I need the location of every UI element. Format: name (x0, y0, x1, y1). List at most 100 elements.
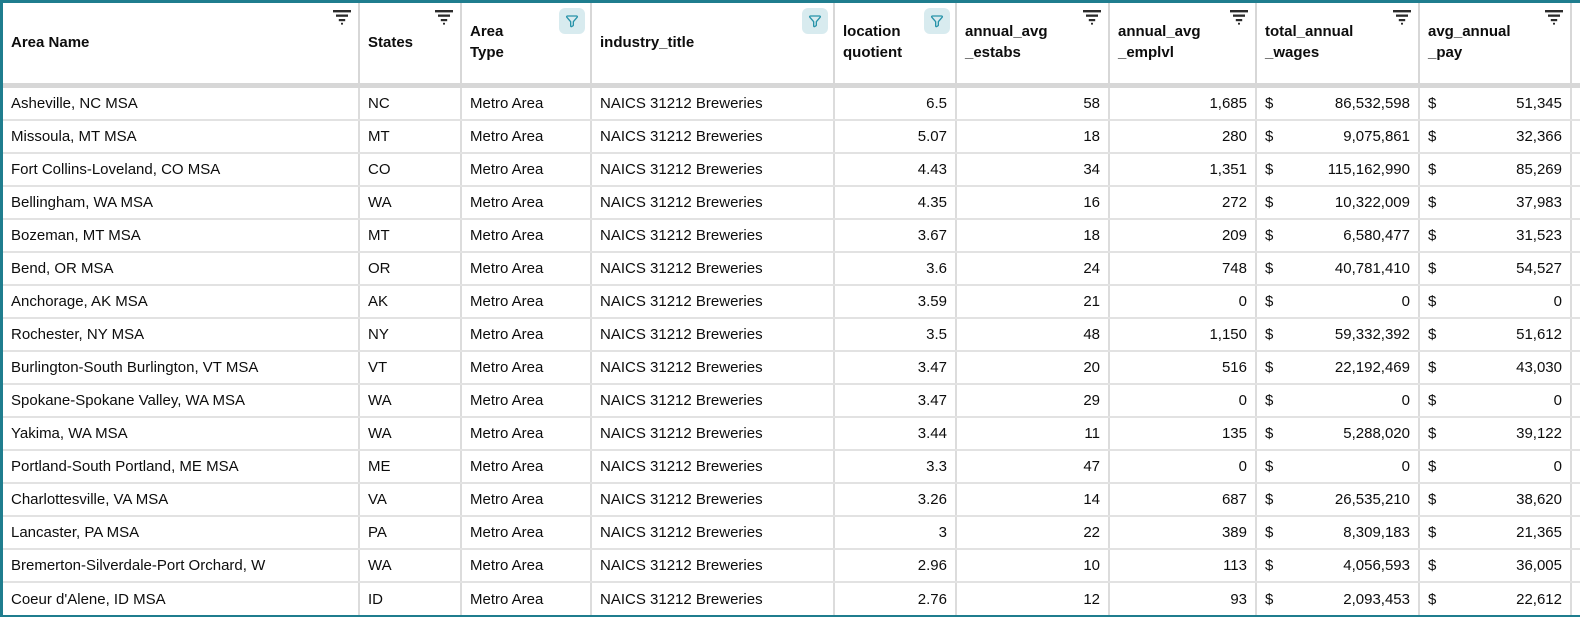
cell-industry-title[interactable]: NAICS 31212 Breweries (592, 451, 835, 482)
cell-location-quotient[interactable]: 5.07 (835, 121, 957, 152)
cell-area-type[interactable]: Metro Area (462, 583, 592, 615)
cell-annual-avg-estabs[interactable]: 58 (957, 88, 1110, 119)
filter-lines-icon[interactable] (1543, 8, 1565, 26)
cell-total-annual-wages[interactable]: $115,162,990 (1257, 154, 1420, 185)
cell-location-quotient[interactable]: 3.3 (835, 451, 957, 482)
cell-avg-annual-pay[interactable]: $38,620 (1420, 484, 1572, 515)
cell-location-quotient[interactable]: 3.47 (835, 352, 957, 383)
cell-total-annual-wages[interactable]: $59,332,392 (1257, 319, 1420, 350)
cell-annual-avg-emplvl[interactable]: 516 (1110, 352, 1257, 383)
cell-annual-avg-estabs[interactable]: 18 (957, 220, 1110, 251)
cell-area-name[interactable]: Rochester, NY MSA (3, 319, 360, 350)
cell-annual-avg-estabs[interactable]: 16 (957, 187, 1110, 218)
cell-total-annual-wages[interactable]: $9,075,861 (1257, 121, 1420, 152)
cell-industry-title[interactable]: NAICS 31212 Breweries (592, 253, 835, 284)
filter-lines-icon[interactable] (433, 8, 455, 26)
cell-states[interactable]: NC (360, 88, 462, 119)
cell-annual-avg-estabs[interactable]: 29 (957, 385, 1110, 416)
cell-location-quotient[interactable]: 4.43 (835, 154, 957, 185)
cell-annual-avg-emplvl[interactable]: 748 (1110, 253, 1257, 284)
cell-avg-annual-pay[interactable]: $51,612 (1420, 319, 1572, 350)
cell-industry-title[interactable]: NAICS 31212 Breweries (592, 484, 835, 515)
cell-states[interactable]: AK (360, 286, 462, 317)
cell-total-annual-wages[interactable]: $26,535,210 (1257, 484, 1420, 515)
cell-total-annual-wages[interactable]: $0 (1257, 385, 1420, 416)
cell-annual-avg-estabs[interactable]: 20 (957, 352, 1110, 383)
cell-industry-title[interactable]: NAICS 31212 Breweries (592, 220, 835, 251)
cell-industry-title[interactable]: NAICS 31212 Breweries (592, 418, 835, 449)
cell-industry-title[interactable]: NAICS 31212 Breweries (592, 319, 835, 350)
cell-avg-annual-pay[interactable]: $36,005 (1420, 550, 1572, 581)
cell-area-type[interactable]: Metro Area (462, 121, 592, 152)
cell-states[interactable]: NY (360, 319, 462, 350)
cell-area-name[interactable]: Anchorage, AK MSA (3, 286, 360, 317)
cell-total-annual-wages[interactable]: $8,309,183 (1257, 517, 1420, 548)
cell-total-annual-wages[interactable]: $5,288,020 (1257, 418, 1420, 449)
cell-annual-avg-emplvl[interactable]: 687 (1110, 484, 1257, 515)
cell-states[interactable]: VA (360, 484, 462, 515)
filter-lines-icon[interactable] (1081, 8, 1103, 26)
cell-area-type[interactable]: Metro Area (462, 352, 592, 383)
cell-annual-avg-estabs[interactable]: 10 (957, 550, 1110, 581)
cell-location-quotient[interactable]: 3.44 (835, 418, 957, 449)
cell-area-name[interactable]: Yakima, WA MSA (3, 418, 360, 449)
cell-area-name[interactable]: Fort Collins-Loveland, CO MSA (3, 154, 360, 185)
cell-area-type[interactable]: Metro Area (462, 220, 592, 251)
column-header-avg-annual-pay[interactable]: avg_annual _pay (1420, 3, 1572, 83)
cell-area-name[interactable]: Bellingham, WA MSA (3, 187, 360, 218)
cell-annual-avg-estabs[interactable]: 11 (957, 418, 1110, 449)
cell-annual-avg-emplvl[interactable]: 1,351 (1110, 154, 1257, 185)
cell-area-type[interactable]: Metro Area (462, 319, 592, 350)
cell-location-quotient[interactable]: 3.26 (835, 484, 957, 515)
column-header-total-annual-wages[interactable]: total_annual _wages (1257, 3, 1420, 83)
cell-annual-avg-emplvl[interactable]: 389 (1110, 517, 1257, 548)
cell-states[interactable]: ID (360, 583, 462, 615)
cell-avg-annual-pay[interactable]: $22,612 (1420, 583, 1572, 615)
cell-area-name[interactable]: Coeur d'Alene, ID MSA (3, 583, 360, 615)
cell-industry-title[interactable]: NAICS 31212 Breweries (592, 385, 835, 416)
column-header-annual-avg-emplvl[interactable]: annual_avg _emplvl (1110, 3, 1257, 83)
column-header-industry-title[interactable]: industry_title (592, 3, 835, 83)
filter-lines-icon[interactable] (1228, 8, 1250, 26)
cell-avg-annual-pay[interactable]: $21,365 (1420, 517, 1572, 548)
cell-annual-avg-emplvl[interactable]: 0 (1110, 286, 1257, 317)
cell-area-type[interactable]: Metro Area (462, 253, 592, 284)
cell-area-type[interactable]: Metro Area (462, 187, 592, 218)
cell-location-quotient[interactable]: 3.67 (835, 220, 957, 251)
funnel-filter-icon[interactable] (802, 8, 828, 34)
cell-industry-title[interactable]: NAICS 31212 Breweries (592, 286, 835, 317)
cell-annual-avg-emplvl[interactable]: 209 (1110, 220, 1257, 251)
cell-location-quotient[interactable]: 3.47 (835, 385, 957, 416)
cell-states[interactable]: CO (360, 154, 462, 185)
cell-area-type[interactable]: Metro Area (462, 451, 592, 482)
cell-area-type[interactable]: Metro Area (462, 550, 592, 581)
cell-annual-avg-emplvl[interactable]: 280 (1110, 121, 1257, 152)
cell-annual-avg-estabs[interactable]: 14 (957, 484, 1110, 515)
cell-annual-avg-estabs[interactable]: 48 (957, 319, 1110, 350)
cell-annual-avg-estabs[interactable]: 21 (957, 286, 1110, 317)
cell-annual-avg-estabs[interactable]: 18 (957, 121, 1110, 152)
cell-area-type[interactable]: Metro Area (462, 286, 592, 317)
cell-area-name[interactable]: Burlington-South Burlington, VT MSA (3, 352, 360, 383)
cell-annual-avg-emplvl[interactable]: 0 (1110, 451, 1257, 482)
cell-annual-avg-emplvl[interactable]: 1,685 (1110, 88, 1257, 119)
cell-industry-title[interactable]: NAICS 31212 Breweries (592, 154, 835, 185)
cell-area-name[interactable]: Charlottesville, VA MSA (3, 484, 360, 515)
cell-total-annual-wages[interactable]: $0 (1257, 286, 1420, 317)
cell-total-annual-wages[interactable]: $6,580,477 (1257, 220, 1420, 251)
cell-industry-title[interactable]: NAICS 31212 Breweries (592, 121, 835, 152)
column-header-area-type[interactable]: Area Type (462, 3, 592, 83)
cell-total-annual-wages[interactable]: $2,093,453 (1257, 583, 1420, 615)
cell-total-annual-wages[interactable]: $0 (1257, 451, 1420, 482)
cell-avg-annual-pay[interactable]: $39,122 (1420, 418, 1572, 449)
cell-annual-avg-emplvl[interactable]: 93 (1110, 583, 1257, 615)
column-header-area-name[interactable]: Area Name (3, 3, 360, 83)
cell-avg-annual-pay[interactable]: $31,523 (1420, 220, 1572, 251)
cell-avg-annual-pay[interactable]: $85,269 (1420, 154, 1572, 185)
cell-annual-avg-estabs[interactable]: 12 (957, 583, 1110, 615)
cell-area-name[interactable]: Lancaster, PA MSA (3, 517, 360, 548)
cell-annual-avg-estabs[interactable]: 22 (957, 517, 1110, 548)
cell-annual-avg-emplvl[interactable]: 272 (1110, 187, 1257, 218)
cell-states[interactable]: OR (360, 253, 462, 284)
funnel-filter-icon[interactable] (559, 8, 585, 34)
